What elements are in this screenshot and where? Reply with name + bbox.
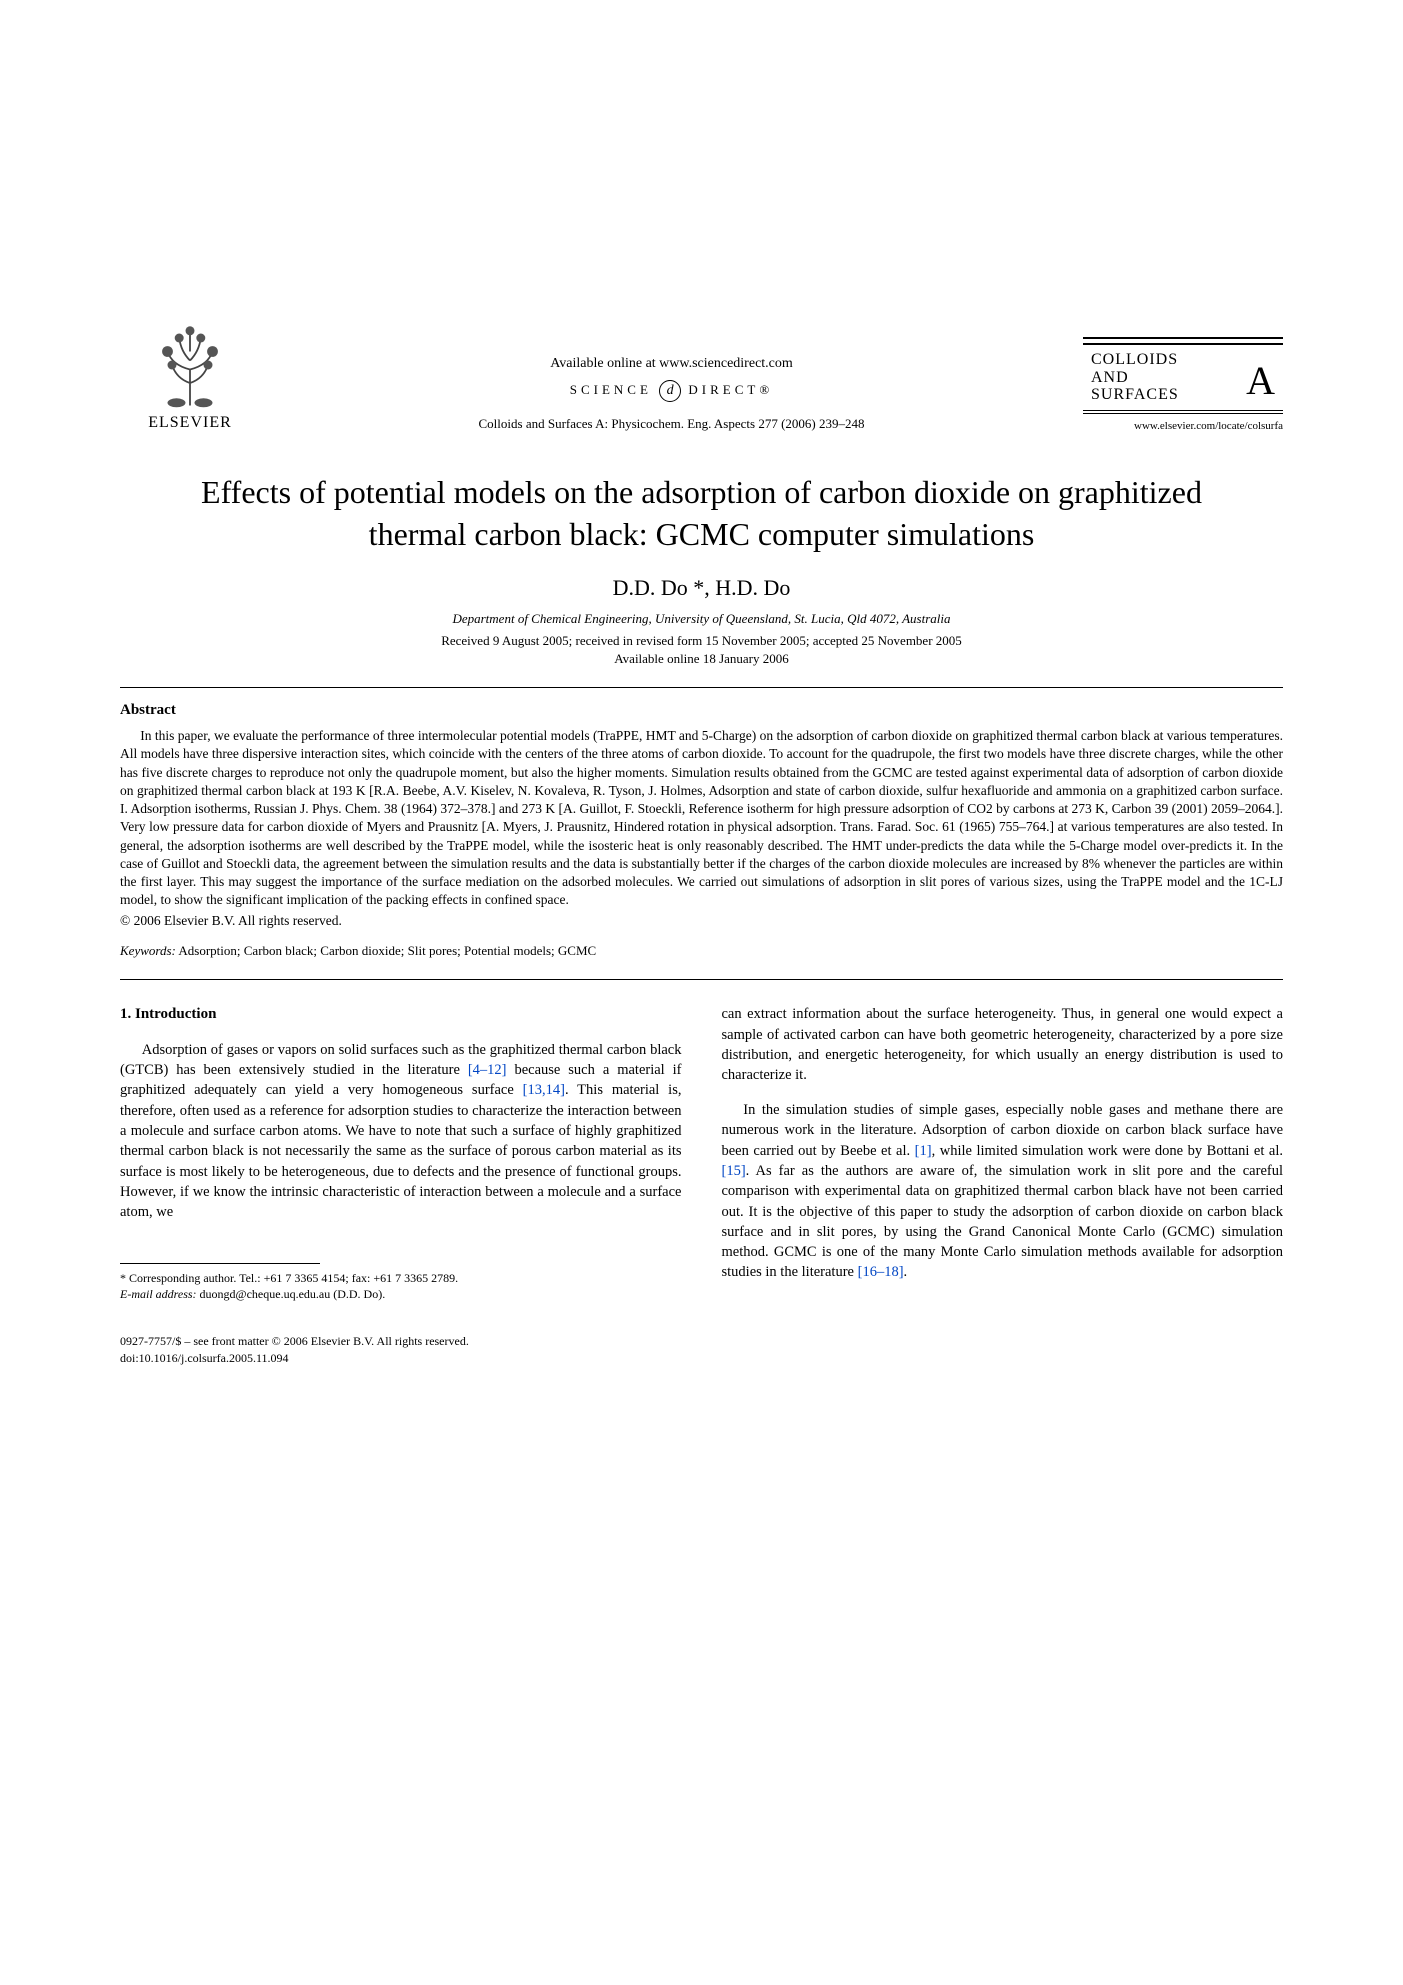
publisher-name: ELSEVIER <box>148 414 232 432</box>
dates-received: Received 9 August 2005; received in revi… <box>120 633 1283 649</box>
journal-reference: Colloids and Surfaces A: Physicochem. En… <box>280 416 1063 432</box>
ref-link-1[interactable]: [1] <box>915 1143 932 1159</box>
sciencedirect-logo: SCIENCE d DIRECT® <box>280 380 1063 402</box>
footnote-rule <box>120 1263 320 1264</box>
elsevier-tree-icon <box>145 320 235 410</box>
email-address: duongd@cheque.uq.edu.au (D.D. Do). <box>197 1287 386 1301</box>
journal-box-top-rule <box>1083 337 1283 339</box>
intro-paragraph-1: Adsorption of gases or vapors on solid s… <box>120 1040 682 1223</box>
journal-line3: SURFACES <box>1091 386 1179 404</box>
right-column: can extract information about the surfac… <box>722 1004 1284 1366</box>
abstract-body: In this paper, we evaluate the performan… <box>120 727 1283 909</box>
dates-online: Available online 18 January 2006 <box>120 651 1283 667</box>
intro-p1-c: . This material is, therefore, often use… <box>120 1082 682 1220</box>
center-header: Available online at www.sciencedirect.co… <box>260 356 1083 432</box>
publisher-block: ELSEVIER <box>120 320 260 432</box>
intro-p2-b: , while limited simulation work were don… <box>932 1143 1283 1159</box>
keywords: Keywords: Adsorption; Carbon black; Carb… <box>120 943 1283 959</box>
ref-link-13-14[interactable]: [13,14] <box>523 1082 565 1098</box>
header-row: ELSEVIER Available online at www.science… <box>120 320 1283 432</box>
affiliation: Department of Chemical Engineering, Univ… <box>120 611 1283 627</box>
intro-continued: can extract information about the surfac… <box>722 1004 1284 1085</box>
rule-below-keywords <box>120 979 1283 980</box>
journal-box-inner: COLLOIDS AND SURFACES A <box>1083 343 1283 411</box>
abstract-heading: Abstract <box>120 702 1283 719</box>
intro-paragraph-2: In the simulation studies of simple gase… <box>722 1100 1284 1283</box>
sd-d-icon: d <box>659 380 681 402</box>
ref-link-15[interactable]: [15] <box>722 1163 746 1179</box>
doi-line: doi:10.1016/j.colsurfa.2005.11.094 <box>120 1350 682 1367</box>
authors: D.D. Do *, H.D. Do <box>120 575 1283 601</box>
ref-link-16-18[interactable]: [16–18] <box>858 1264 904 1280</box>
article-title: Effects of potential models on the adsor… <box>180 472 1223 555</box>
journal-name: COLLOIDS AND SURFACES <box>1091 351 1179 404</box>
rule-above-abstract <box>120 687 1283 688</box>
page-container: ELSEVIER Available online at www.science… <box>0 0 1403 1447</box>
email-footnote: E-mail address: duongd@cheque.uq.edu.au … <box>120 1286 682 1303</box>
journal-series-letter: A <box>1246 357 1275 404</box>
left-column: 1. Introduction Adsorption of gases or v… <box>120 1004 682 1366</box>
journal-url: www.elsevier.com/locate/colsurfa <box>1083 420 1283 432</box>
ref-link-4-12[interactable]: [4–12] <box>468 1062 507 1078</box>
available-online-text: Available online at www.sciencedirect.co… <box>280 356 1063 372</box>
intro-p2-d: . <box>904 1264 908 1280</box>
authors-text: D.D. Do *, H.D. Do <box>613 575 791 600</box>
corresponding-author-footnote: * Corresponding author. Tel.: +61 7 3365… <box>120 1270 682 1287</box>
copyright-line: © 2006 Elsevier B.V. All rights reserved… <box>120 913 1283 929</box>
introduction-heading: 1. Introduction <box>120 1004 682 1025</box>
keywords-text: Adsorption; Carbon black; Carbon dioxide… <box>176 943 596 958</box>
front-matter-line: 0927-7757/$ – see front matter © 2006 El… <box>120 1333 682 1350</box>
journal-box-bottom-rule <box>1083 413 1283 414</box>
journal-line2: AND <box>1091 369 1179 387</box>
journal-line1: COLLOIDS <box>1091 351 1179 369</box>
sd-right: DIRECT® <box>688 382 773 397</box>
sd-left: SCIENCE <box>570 382 652 397</box>
intro-p2-c: . As far as the authors are aware of, th… <box>722 1163 1284 1280</box>
email-label: E-mail address: <box>120 1287 197 1301</box>
keywords-label: Keywords: <box>120 943 176 958</box>
journal-box: COLLOIDS AND SURFACES A www.elsevier.com… <box>1083 333 1283 432</box>
two-column-body: 1. Introduction Adsorption of gases or v… <box>120 1004 1283 1366</box>
